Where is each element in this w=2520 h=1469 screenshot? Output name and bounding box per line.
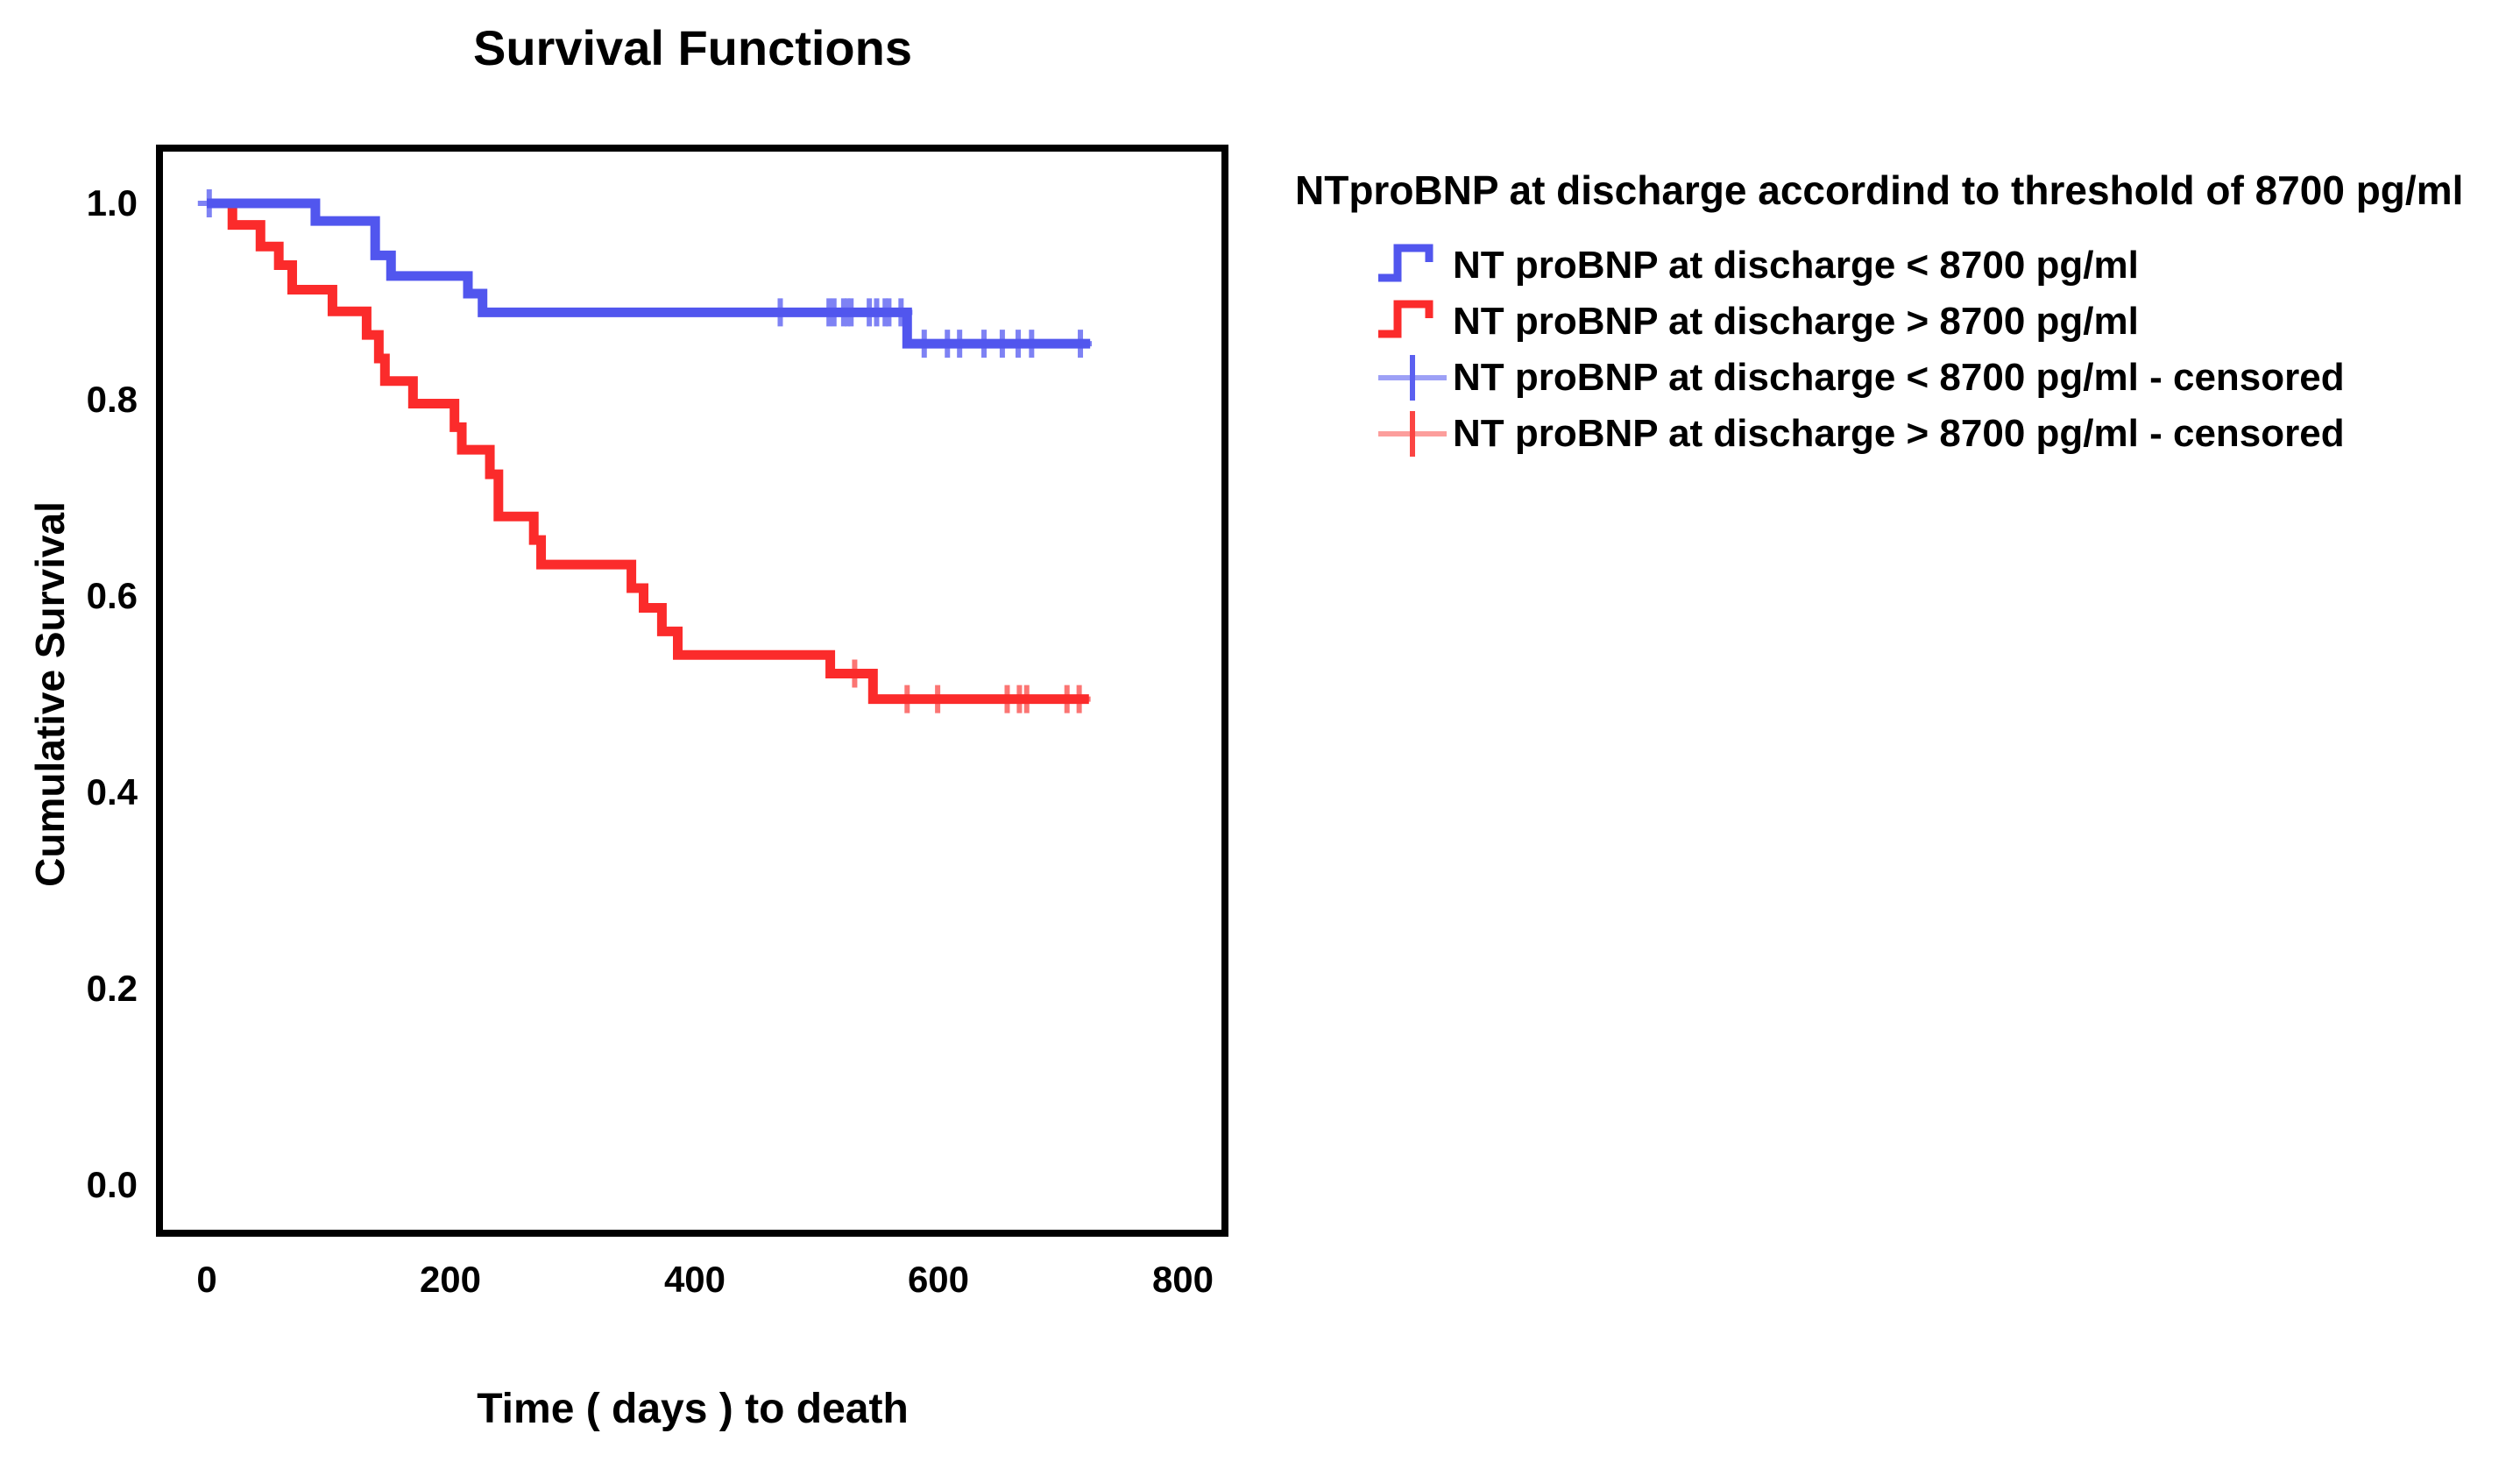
blue-step-line-icon xyxy=(1378,244,1433,282)
y-tick-1.0: 1.0 xyxy=(86,182,138,224)
legend-label: NT proBNP at discharge > 8700 pg/ml - ce… xyxy=(1453,412,2345,455)
blue-plus-cross-icon xyxy=(1378,355,1447,401)
x-tick-800: 800 xyxy=(1151,1259,1214,1300)
x-axis-title: Time ( days ) to death xyxy=(477,1386,909,1432)
x-tick-600: 600 xyxy=(907,1259,970,1300)
red-plus-cross-icon xyxy=(1378,411,1447,457)
legend-title: NTproBNP at discharge accordind to thres… xyxy=(1295,167,2464,213)
legend-item-blue-line: NT proBNP at discharge < 8700 pg/ml xyxy=(1376,238,2139,294)
y-tick-0.8: 0.8 xyxy=(86,379,138,420)
legend-item-blue-censored: NT proBNP at discharge < 8700 pg/ml - ce… xyxy=(1376,350,2345,406)
y-tick-0.6: 0.6 xyxy=(86,575,138,616)
chart-title: Survival Functions xyxy=(473,20,912,75)
plot-frame xyxy=(156,145,1228,1237)
survival-curve xyxy=(207,198,1089,705)
y-tick-0.2: 0.2 xyxy=(86,968,138,1009)
red-step-line-icon xyxy=(1378,300,1433,338)
x-tick-200: 200 xyxy=(419,1259,482,1300)
legend-item-red-line: NT proBNP at discharge > 8700 pg/ml xyxy=(1376,294,2139,350)
legend-label: NT proBNP at discharge < 8700 pg/ml - ce… xyxy=(1453,356,2345,399)
legend-item-red-censored: NT proBNP at discharge > 8700 pg/ml - ce… xyxy=(1376,406,2345,462)
y-tick-0.4: 0.4 xyxy=(86,771,138,813)
legend-label: NT proBNP at discharge < 8700 pg/ml xyxy=(1453,244,2139,287)
y-tick-0.0: 0.0 xyxy=(86,1164,138,1205)
survival-curve xyxy=(207,198,1091,349)
x-tick-400: 400 xyxy=(663,1259,726,1300)
legend-label: NT proBNP at discharge > 8700 pg/ml xyxy=(1453,300,2139,343)
x-tick-0: 0 xyxy=(196,1259,217,1300)
